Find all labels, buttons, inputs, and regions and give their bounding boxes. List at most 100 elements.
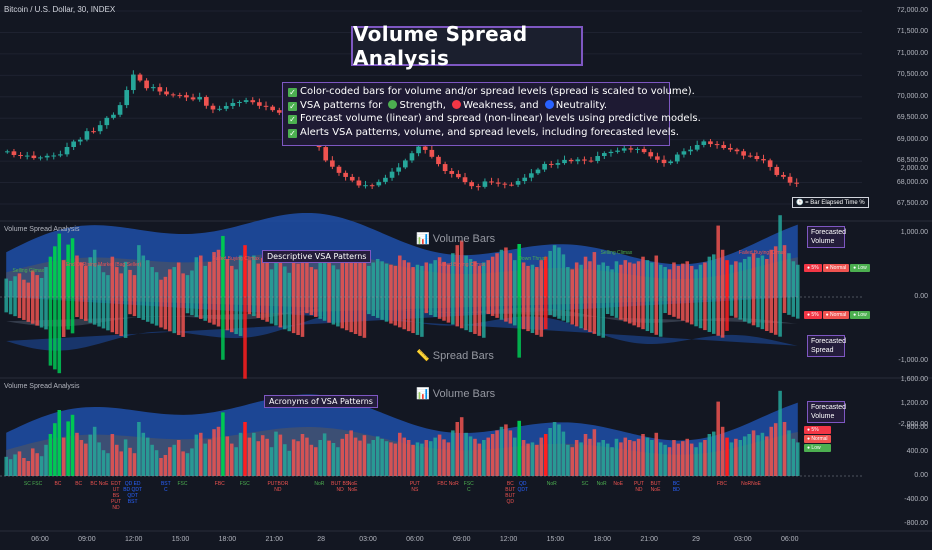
acronym-volume-bar xyxy=(35,453,39,476)
candle-body xyxy=(336,166,342,173)
price-axis-label: 70,500.00 xyxy=(896,71,928,79)
acronym-volume-bar xyxy=(225,436,230,476)
descriptive-volume-bar xyxy=(406,262,411,297)
descriptive-spread-bar xyxy=(123,297,128,338)
descriptive-volume-bar xyxy=(371,262,376,297)
acronym-volume-bar xyxy=(530,442,535,476)
acronym-bars xyxy=(4,390,800,476)
descriptive-spread-bar xyxy=(225,297,230,331)
descriptive-volume-bar xyxy=(313,269,318,297)
acronym-volume-bar xyxy=(552,422,557,476)
time-axis-label: 12:00 xyxy=(124,536,143,543)
descriptive-normal-band xyxy=(6,297,798,327)
candle-body xyxy=(429,149,435,157)
descriptive-volume-bar xyxy=(535,267,539,297)
acronym-volume-bar xyxy=(654,432,659,476)
acronym-volume-bar xyxy=(110,434,115,476)
acronym-label: BC xyxy=(75,481,83,487)
descriptive-volume-bar xyxy=(592,252,597,297)
price-axis-label: 70,000.00 xyxy=(896,92,928,100)
candle-body xyxy=(595,156,601,161)
candle-body xyxy=(694,144,700,150)
descriptive-spread-bar xyxy=(97,297,101,327)
candle-body xyxy=(383,177,388,182)
descriptive-spread-bar xyxy=(548,297,552,315)
candle-body xyxy=(18,155,23,157)
acronym-volume-bar xyxy=(313,447,318,476)
descriptive-volume-bar xyxy=(619,264,623,297)
acronym-volume-bar xyxy=(650,440,654,476)
descriptive-spread-bar xyxy=(526,297,530,332)
acronym-volume-bar xyxy=(243,422,247,476)
descriptive-spread-bar xyxy=(88,297,93,323)
acronym-volume-bar xyxy=(535,444,539,476)
descriptive-spread-bar xyxy=(760,297,765,330)
descriptive-volume-bar xyxy=(114,267,119,297)
descriptive-spread-bar xyxy=(212,297,216,325)
legend-tag: ● Normal xyxy=(822,311,850,319)
descriptive-spread-bar xyxy=(234,297,238,335)
descriptive-volume-bar xyxy=(627,262,632,297)
descriptive-spread-bar xyxy=(398,297,402,328)
candle-body xyxy=(356,180,362,186)
descriptive-spread-bar xyxy=(349,297,353,333)
acronym-volume-bar xyxy=(353,437,358,476)
candle-body xyxy=(223,105,229,109)
candle-body xyxy=(71,141,76,148)
candle-body xyxy=(217,108,222,110)
acronym-label: BST C xyxy=(160,481,171,493)
descriptive-volume-bar xyxy=(738,262,743,297)
descriptive-spread-bar xyxy=(411,297,415,334)
descriptive-volume-bar xyxy=(203,265,207,297)
descriptive-spread-bar xyxy=(13,297,17,317)
feature-info-box: ✓ Color-coded bars for volume and/or spre… xyxy=(282,82,701,146)
acronym-volume-bar xyxy=(44,444,48,476)
time-axis-label: 06:00 xyxy=(31,536,49,543)
descriptive-volume-bar xyxy=(106,275,110,297)
descriptive-volume-bar xyxy=(185,275,190,297)
acronym-volume-bar xyxy=(751,430,756,476)
descriptive-spread-bar xyxy=(39,297,44,328)
descriptive-volume-bar xyxy=(442,261,446,297)
acronym-volume-bar xyxy=(597,442,601,476)
acronym-volume-bar xyxy=(362,435,367,476)
descriptive-spread-bar xyxy=(4,297,8,313)
descriptive-volume-bar xyxy=(300,256,305,297)
descriptive-spread-bar xyxy=(181,297,185,337)
acronym-volume-bar xyxy=(610,447,614,476)
descriptive-volume-bar xyxy=(305,260,309,297)
descriptive-volume-bar xyxy=(252,255,256,297)
price-axis-label: 69,000.00 xyxy=(896,135,928,143)
candle-body xyxy=(655,156,660,160)
descriptive-volume-bar xyxy=(499,249,504,297)
legend-tag: ● Low xyxy=(850,311,870,319)
descriptive-spread-bar xyxy=(614,297,619,318)
acronym-volume-bar xyxy=(459,417,464,476)
descriptive-volume-bar xyxy=(88,257,93,297)
acronym-volume-bar xyxy=(703,440,707,476)
candle-body xyxy=(588,160,594,162)
candle-body xyxy=(674,154,680,162)
candle-body xyxy=(621,148,627,151)
descriptive-volume-bar xyxy=(154,272,159,297)
descriptive-spread-bar xyxy=(389,297,393,324)
descriptive-volume-bar xyxy=(734,261,738,297)
descriptive-spread-bar xyxy=(539,297,544,337)
descriptive-spread-bar xyxy=(53,297,57,370)
descriptive-spread-bar xyxy=(331,297,336,325)
descriptive-volume-bar xyxy=(667,269,672,297)
acronym-volume-bar xyxy=(150,444,154,476)
acronym-volume-bar xyxy=(393,443,398,476)
acronym-volume-bar xyxy=(106,453,110,476)
descriptive-spread-bar xyxy=(654,297,659,335)
descriptive-volume-bar xyxy=(318,262,322,297)
candle-body xyxy=(575,159,581,162)
descriptive-spread-bar xyxy=(322,297,327,321)
descriptive-volume-bar xyxy=(362,257,367,297)
acronym-volume-bar xyxy=(269,447,274,476)
descriptive-spread-bar xyxy=(269,297,274,324)
descriptive-spread-bar xyxy=(446,297,451,323)
acronym-volume-bar xyxy=(437,434,442,476)
descriptive-volume-bar xyxy=(168,269,172,297)
candle-body xyxy=(449,171,455,174)
